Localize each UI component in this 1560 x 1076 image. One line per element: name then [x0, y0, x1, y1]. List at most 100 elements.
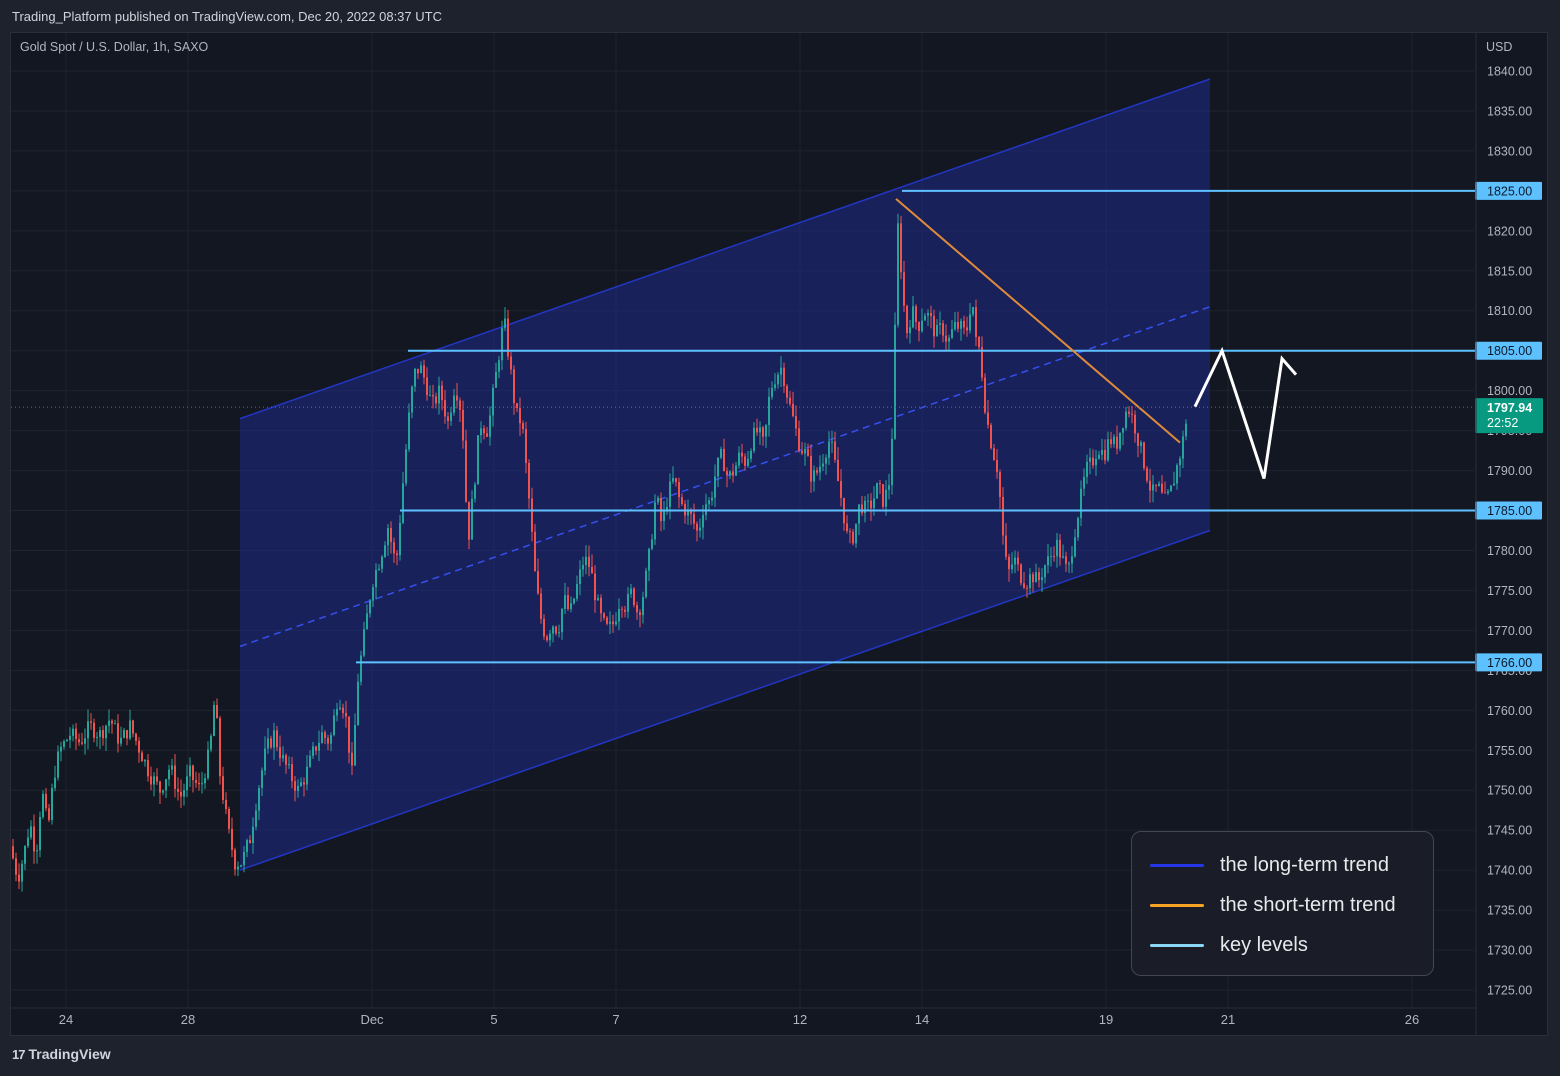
candle [339, 699, 341, 711]
candle [825, 454, 827, 475]
candle [588, 545, 590, 577]
candle [936, 319, 938, 337]
candle [147, 753, 149, 782]
candle [687, 499, 689, 525]
candle [1080, 480, 1082, 526]
candle [447, 412, 449, 430]
candle [492, 383, 494, 427]
candle [207, 741, 209, 781]
y-tick-label: 1735.00 [1487, 904, 1532, 918]
candle [162, 789, 164, 796]
candle [1098, 450, 1100, 460]
candle [537, 558, 539, 595]
candle [210, 733, 212, 753]
candle [1074, 529, 1076, 558]
candle [879, 479, 881, 494]
symbol-title[interactable]: Gold Spot / U.S. Dollar, 1h, SAXO [20, 40, 209, 54]
candle [834, 431, 836, 463]
level-badge [1475, 341, 1542, 360]
legend-item-short-term: the short-term trend [1150, 894, 1396, 917]
long-term-channel-fill[interactable] [240, 78, 1210, 871]
candle [387, 524, 389, 556]
channel-mid-line[interactable] [239, 306, 1211, 648]
candle [681, 493, 683, 506]
candle [63, 739, 65, 750]
candle [231, 817, 233, 858]
candle [111, 719, 113, 734]
x-tick-label: 12 [793, 1012, 807, 1027]
candle [303, 777, 305, 797]
candle [366, 604, 368, 630]
candle [1047, 543, 1049, 574]
channel-upper-line[interactable] [239, 78, 1211, 420]
y-tick-label: 1730.00 [1487, 944, 1532, 958]
candle [195, 771, 197, 788]
candle [708, 497, 710, 510]
publish-header: Trading_Platform published on TradingVie… [0, 0, 1560, 32]
candle [60, 741, 62, 762]
candle [177, 777, 179, 801]
candle [498, 356, 500, 379]
candle [990, 422, 992, 450]
projection-path[interactable] [1193, 346, 1298, 480]
legend-swatch-key-levels [1150, 944, 1204, 947]
candle [1164, 481, 1166, 494]
candle [540, 587, 542, 624]
candle [1008, 553, 1010, 582]
candle [795, 405, 797, 437]
footer-bar [0, 1036, 1560, 1076]
candle [396, 550, 398, 566]
x-tick-label: 21 [1221, 1012, 1235, 1027]
candle [390, 521, 392, 554]
candle [852, 528, 854, 546]
candle [903, 260, 905, 312]
x-tick-label: 5 [490, 1012, 497, 1027]
candle [423, 359, 425, 385]
candle [984, 373, 986, 415]
tradingview-logo[interactable]: 17 TradingView [12, 1046, 111, 1062]
candle [726, 467, 728, 488]
level-badge-label: 1825.00 [1487, 184, 1532, 198]
candle [750, 448, 752, 463]
candle [1101, 438, 1103, 461]
candle [345, 700, 347, 728]
candle [1035, 563, 1037, 583]
candle [336, 702, 338, 722]
candle [216, 698, 218, 719]
candle [636, 601, 638, 620]
channel-lower-line[interactable] [239, 529, 1211, 871]
y-tick-label: 1740.00 [1487, 864, 1532, 878]
candle [717, 457, 719, 488]
y-tick-label: 1725.00 [1487, 984, 1532, 998]
candle [771, 381, 773, 400]
candle [477, 434, 479, 485]
candle [1068, 561, 1070, 573]
candle [828, 431, 830, 466]
candle [294, 776, 296, 802]
candle [594, 565, 596, 613]
candle [180, 779, 182, 808]
candle [660, 492, 662, 532]
y-tick-label: 1800.00 [1487, 384, 1532, 398]
short-term-trend-line[interactable] [895, 198, 1181, 444]
candle [315, 745, 317, 756]
currency-label: USD [1486, 40, 1512, 54]
candle [1086, 454, 1088, 484]
candle [273, 722, 275, 760]
candle [855, 523, 857, 548]
price-axis[interactable] [1476, 33, 1547, 1035]
candle [696, 521, 698, 542]
candle [1176, 463, 1178, 490]
candle [15, 852, 17, 882]
candle [342, 703, 344, 719]
candle [1023, 571, 1025, 590]
candle [693, 503, 695, 530]
candle [312, 742, 314, 760]
level-badge [1475, 181, 1542, 200]
candle [156, 768, 158, 786]
candle [762, 425, 764, 446]
candle [606, 615, 608, 626]
candle [519, 397, 521, 436]
candle [1071, 546, 1073, 573]
